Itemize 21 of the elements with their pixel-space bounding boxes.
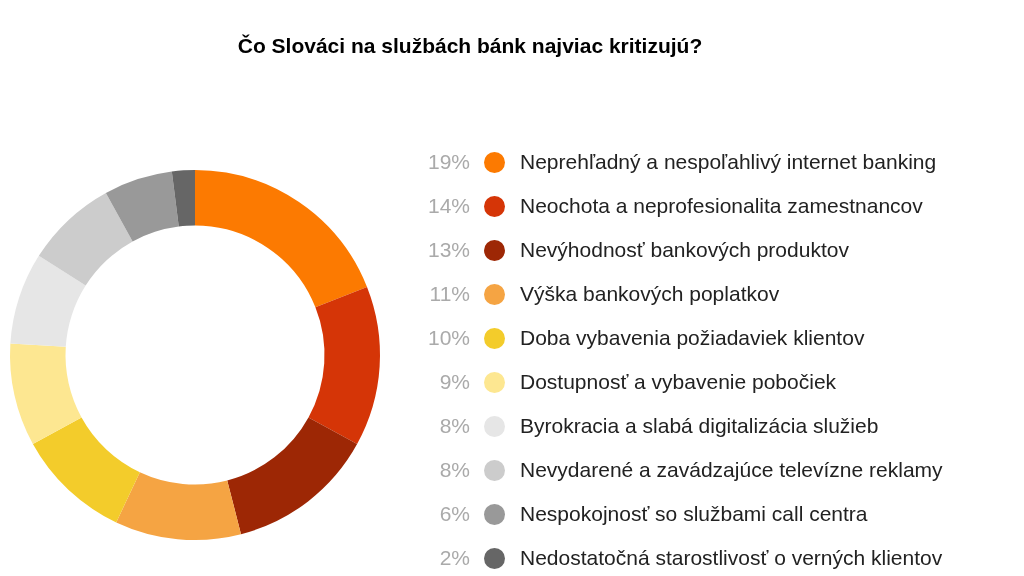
legend-label: Nevýhodnosť bankových produktov [520,238,849,262]
legend-label: Výška bankových poplatkov [520,282,780,306]
data-label: 13% [426,238,470,262]
legend-label: Nespokojnosť so službami call centra [520,502,868,526]
data-label: 8% [438,458,470,482]
legend-label: Nedostatočná starostlivosť o verných klientov [520,546,943,570]
data-label: 10% [426,326,470,350]
data-label: 9% [438,370,470,394]
legend-label: Byrokracia a slabá digitalizácia služieb [520,414,879,438]
data-label: 6% [438,502,470,526]
data-label: 8% [438,414,470,438]
legend-label: Nevydarené a zavádzajúce televízne reklamy [520,458,943,482]
data-label: 19% [426,150,470,174]
legend-label: Dostupnosť a vybavenie pobočiek [520,370,837,394]
data-label: 2% [438,546,470,570]
legend-label: Neochota a neprofesionalita zamestnancov [520,194,923,218]
legend-label: Neprehľadný a nespoľahlivý internet banking [520,150,937,174]
data-label: 14% [426,194,470,218]
chart-title: Čo Slováci na službách bánk najviac kritizujú? [236,34,704,58]
data-label: 11% [428,282,470,306]
legend-label: Doba vybavenia požiadaviek klientov [520,326,865,350]
